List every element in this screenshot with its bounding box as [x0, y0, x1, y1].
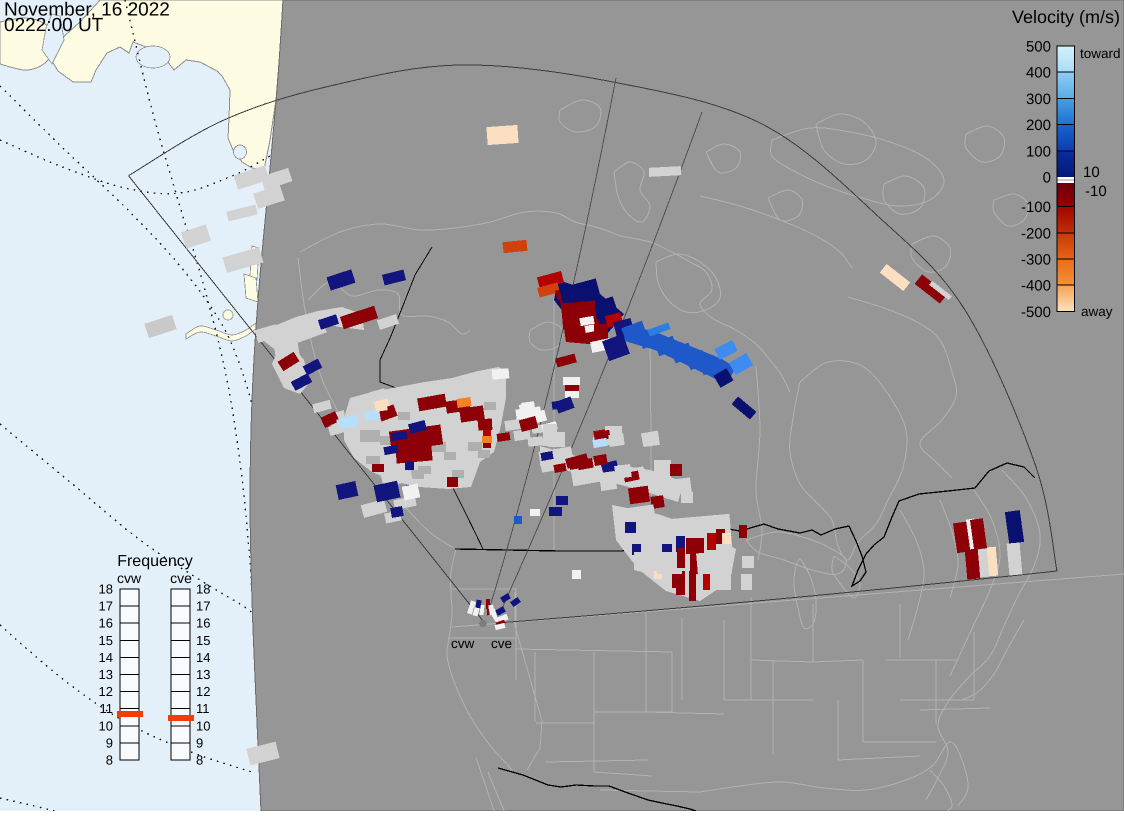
svg-text:16: 16	[99, 616, 113, 631]
svg-text:18: 18	[99, 582, 113, 597]
svg-text:0222:00 UT: 0222:00 UT	[4, 15, 104, 36]
svg-text:9: 9	[196, 735, 203, 750]
svg-text:cve: cve	[491, 636, 512, 651]
svg-text:toward: toward	[1080, 46, 1121, 61]
svg-text:cvw: cvw	[117, 570, 142, 586]
svg-text:9: 9	[106, 735, 113, 750]
svg-text:15: 15	[196, 633, 210, 648]
svg-text:0: 0	[1043, 170, 1051, 187]
svg-text:13: 13	[196, 667, 210, 682]
svg-text:400: 400	[1026, 65, 1051, 82]
svg-text:November, 16 2022: November, 16 2022	[4, 0, 170, 21]
svg-text:Velocity (m/s): Velocity (m/s)	[1012, 7, 1120, 27]
svg-text:16: 16	[196, 616, 210, 631]
svg-text:-500: -500	[1021, 304, 1051, 321]
svg-text:11: 11	[196, 701, 210, 716]
svg-text:Frequency: Frequency	[117, 553, 193, 570]
svg-text:10: 10	[99, 718, 113, 733]
svg-text:17: 17	[196, 599, 210, 614]
svg-text:-300: -300	[1021, 251, 1051, 268]
svg-text:-400: -400	[1021, 278, 1051, 295]
svg-text:12: 12	[99, 684, 113, 699]
svg-text:11: 11	[100, 701, 114, 716]
svg-text:200: 200	[1026, 117, 1051, 134]
svg-text:-200: -200	[1021, 225, 1051, 242]
svg-text:-10: -10	[1085, 183, 1107, 200]
svg-text:cve: cve	[170, 570, 192, 586]
svg-text:300: 300	[1026, 91, 1051, 108]
svg-text:100: 100	[1026, 143, 1051, 160]
svg-text:10: 10	[196, 718, 210, 733]
svg-text:12: 12	[196, 684, 210, 699]
svg-text:500: 500	[1026, 39, 1051, 56]
svg-text:-100: -100	[1021, 199, 1051, 216]
svg-text:10: 10	[1083, 164, 1100, 181]
svg-text:14: 14	[99, 650, 113, 665]
svg-text:17: 17	[99, 599, 113, 614]
svg-text:8: 8	[106, 753, 113, 768]
svg-text:away: away	[1081, 304, 1113, 319]
svg-text:13: 13	[99, 667, 113, 682]
svg-text:15: 15	[99, 633, 113, 648]
svg-text:18: 18	[196, 582, 210, 597]
svg-text:14: 14	[196, 650, 210, 665]
svg-text:cvw: cvw	[451, 636, 475, 651]
svg-text:8: 8	[196, 753, 203, 768]
